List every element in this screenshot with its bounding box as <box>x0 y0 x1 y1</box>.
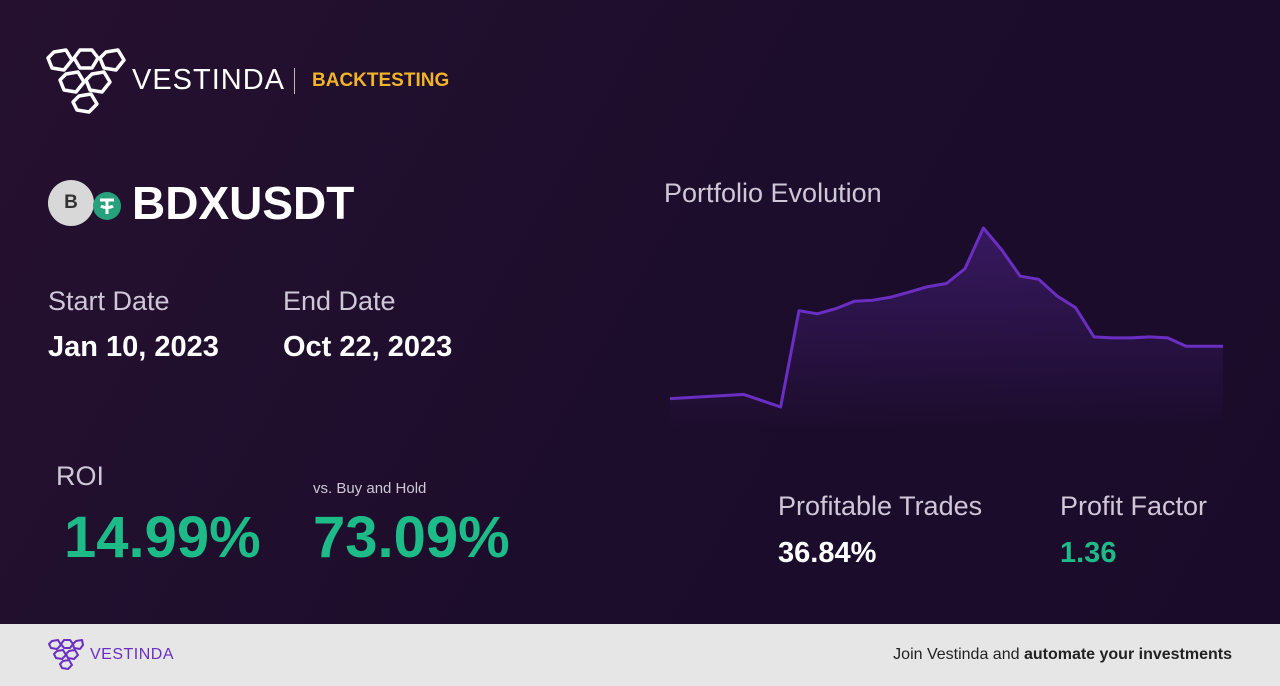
brand: VESTINDA <box>132 64 286 96</box>
factor-value: 1.36 <box>1060 537 1117 569</box>
area <box>670 228 1223 430</box>
end-date: Oct 22, 2023 <box>283 331 453 363</box>
quote-icon <box>93 192 121 220</box>
start-date: Jan 10, 2023 <box>48 331 219 363</box>
divider <box>294 68 295 94</box>
footer-logo <box>48 639 84 670</box>
footer: VESTINDA Join Vestinda and automate your… <box>0 624 1280 686</box>
tag: BACKTESTING <box>312 70 450 91</box>
roi-value: 14.99% <box>64 505 261 570</box>
logo <box>46 48 126 114</box>
vs-label: vs. Buy and Hold <box>313 480 427 497</box>
profitable-value: 36.84% <box>778 537 877 569</box>
chart-title: Portfolio Evolution <box>664 178 882 208</box>
cta-plain: Join Vestinda and <box>893 646 1024 663</box>
base-icon: B <box>48 180 94 226</box>
end-label: End Date <box>283 286 396 316</box>
footer-brand: VESTINDA <box>90 646 175 663</box>
profitable-label: Profitable Trades <box>778 491 983 521</box>
factor-label: Profit Factor <box>1060 491 1208 521</box>
roi-label: ROI <box>56 461 105 491</box>
start-label: Start Date <box>48 286 170 316</box>
line <box>669 226 1223 409</box>
cta-bold: automate your investments <box>1023 646 1232 663</box>
chart <box>669 226 1223 430</box>
vs-value: 73.09% <box>313 505 510 570</box>
pair-symbol: BDXUSDT <box>132 177 355 229</box>
footer-cta: Join Vestinda and automate your investme… <box>893 646 1232 664</box>
